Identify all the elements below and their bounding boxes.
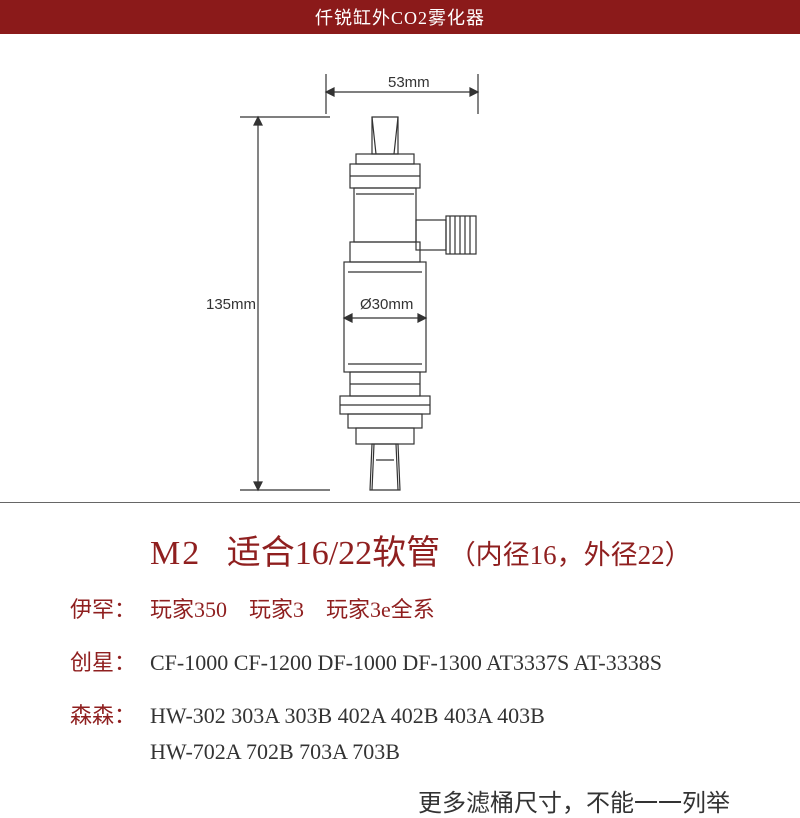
model-title: 适合16/22软管 <box>227 535 440 572</box>
info-area: M2 适合16/22软管 （内径16，外径22） 伊罕： 玩家350 玩家3 玩… <box>0 503 800 818</box>
model-line: M2 适合16/22软管 （内径16，外径22） <box>150 525 740 574</box>
brand-row-1: 创星： CF-1000 CF-1200 DF-1000 DF-1300 AT33… <box>70 645 740 680</box>
brand-models: 玩家350 玩家3 玩家3e全系 <box>150 592 435 627</box>
brand-label: 森森： <box>70 698 150 730</box>
technical-diagram: 53mm 135mm Ø30mm <box>0 34 800 502</box>
header-bar: 仟锐缸外CO2雾化器 <box>0 0 800 34</box>
header-title: 仟锐缸外CO2雾化器 <box>315 4 485 30</box>
atomizer-drawing <box>0 34 800 502</box>
footer-note: 更多滤桶尺寸，不能一一列举 <box>70 783 740 818</box>
dim-width-label: 53mm <box>388 74 430 91</box>
brand-row-0: 伊罕： 玩家350 玩家3 玩家3e全系 <box>70 592 740 627</box>
model-note: （内径16，外径22） <box>449 540 692 570</box>
dim-dia-label: Ø30mm <box>360 296 413 313</box>
brand-label: 创星： <box>70 645 150 677</box>
brand-models: CF-1000 CF-1200 DF-1000 DF-1300 AT3337S … <box>150 645 662 680</box>
brand-row-2: 森森： HW-302 303A 303B 402A 402B 403A 403B… <box>70 698 740 768</box>
model-code: M2 <box>150 535 201 572</box>
brand-label: 伊罕： <box>70 592 150 624</box>
dim-height-label: 135mm <box>206 296 256 313</box>
brand-models: HW-302 303A 303B 402A 402B 403A 403B HW-… <box>150 698 545 768</box>
